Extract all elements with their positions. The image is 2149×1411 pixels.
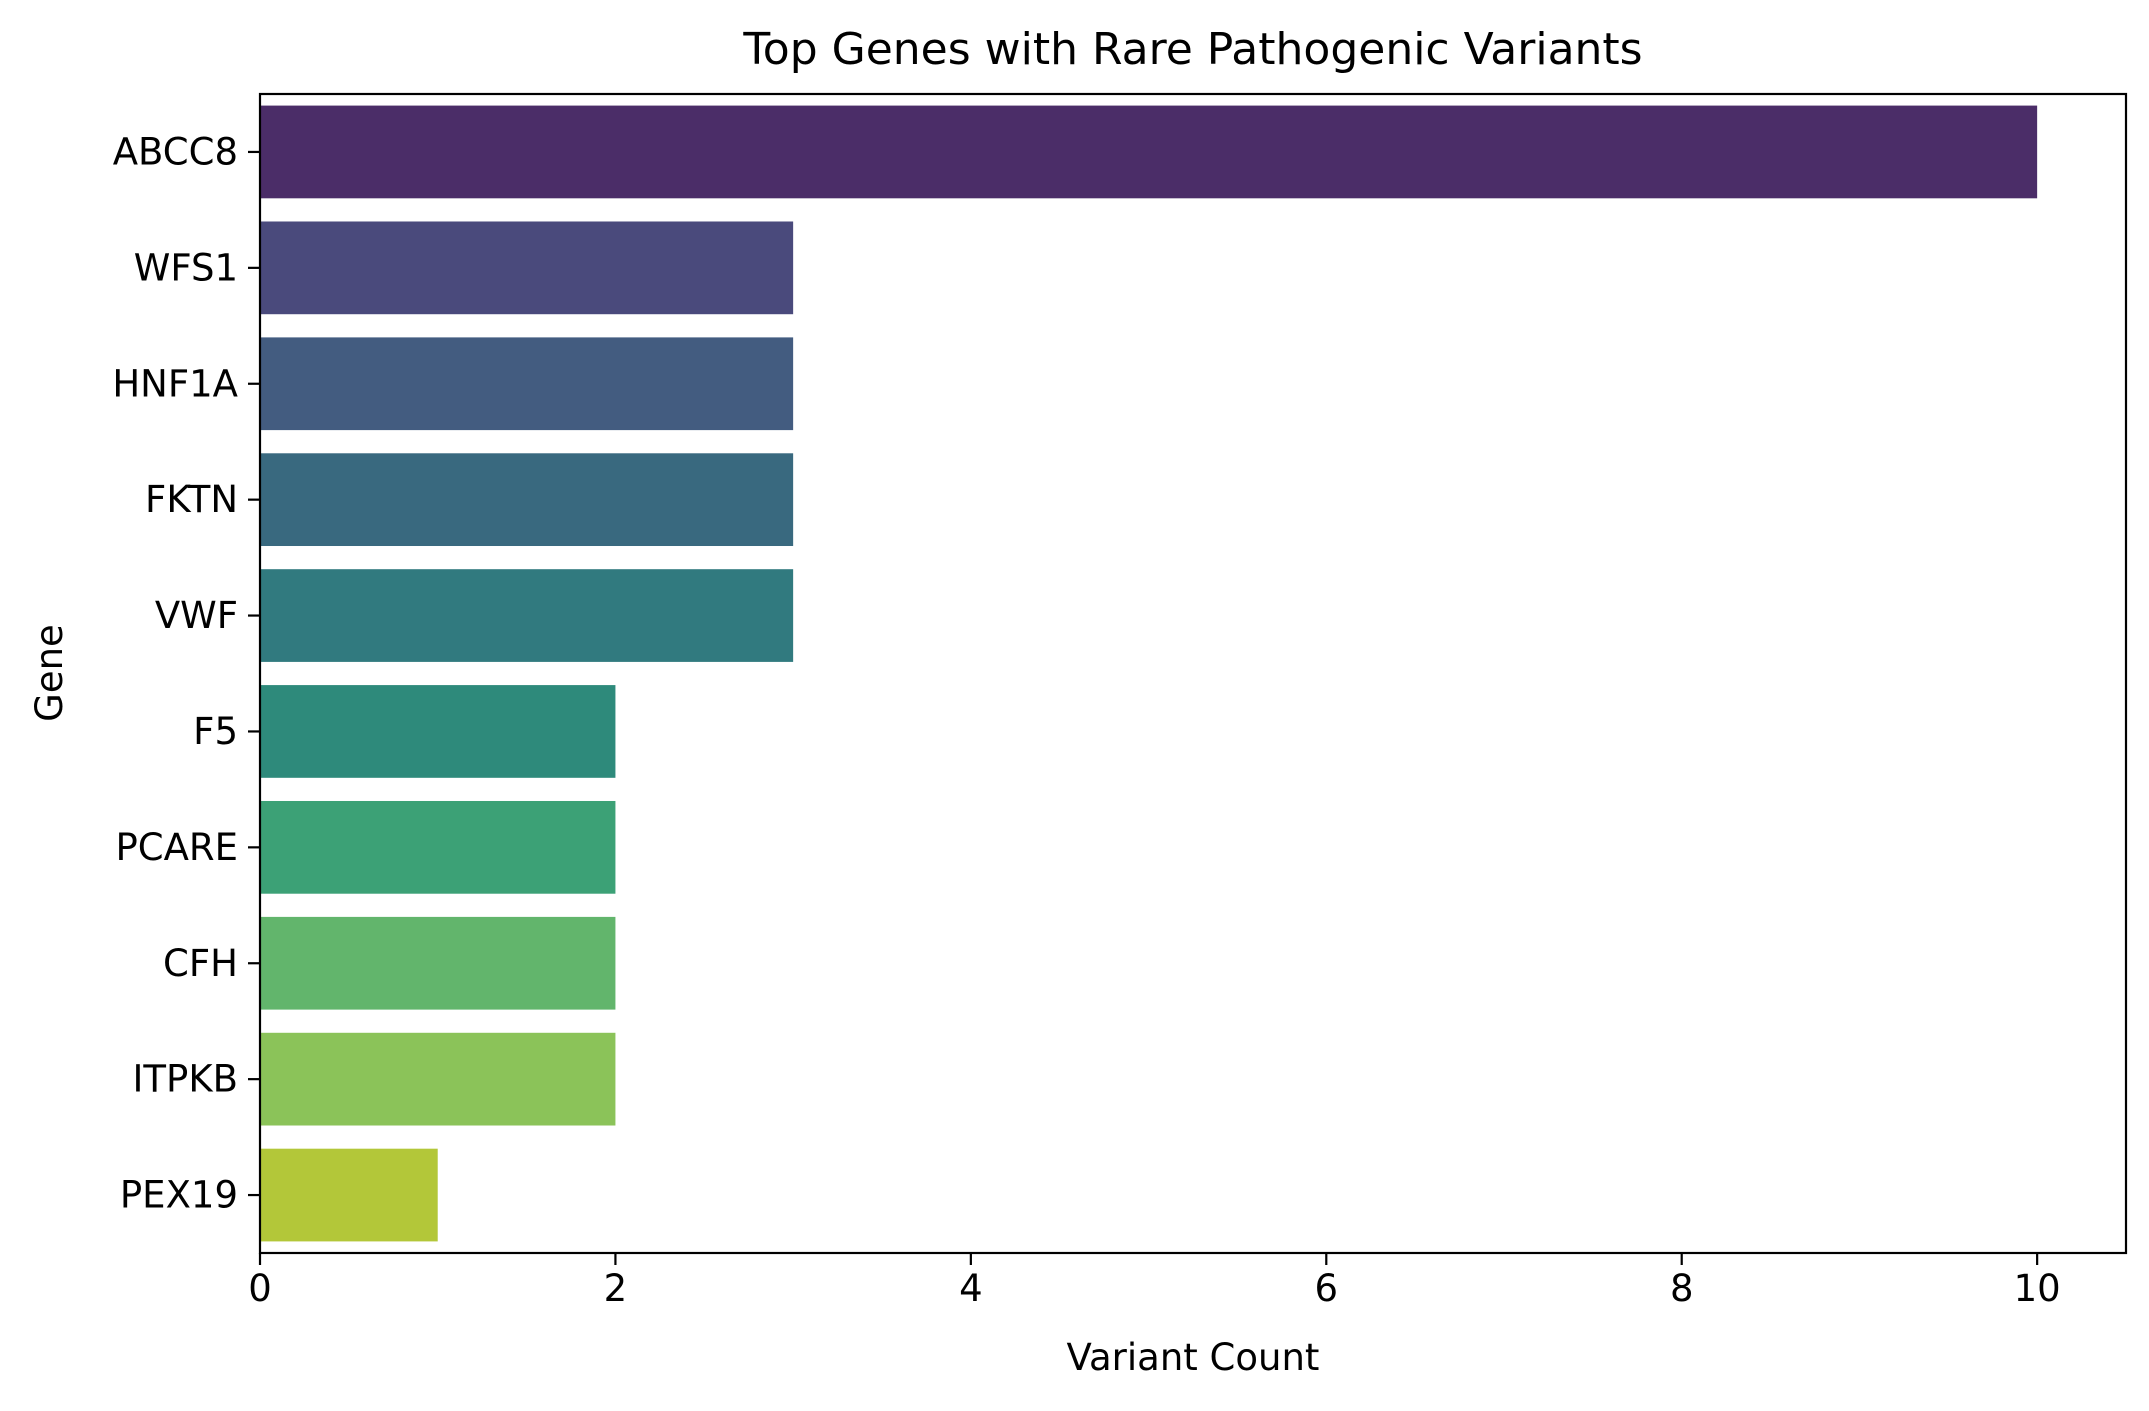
y-axis-label: Gene	[28, 624, 71, 722]
bar-hnf1a	[260, 337, 794, 431]
y-tick-label: FKTN	[145, 478, 238, 521]
chart-title: Top Genes with Rare Pathogenic Variants	[742, 24, 1642, 75]
bar-cfh	[260, 916, 616, 1010]
x-tick-label: 6	[1315, 1267, 1339, 1310]
bar-fktn	[260, 453, 794, 547]
x-tick-label: 8	[1670, 1267, 1694, 1310]
y-tick-label: CFH	[163, 942, 238, 985]
y-tick-label: WFS1	[134, 246, 238, 289]
x-axis-label: Variant Count	[1067, 1336, 1320, 1379]
x-tick-label: 4	[959, 1267, 983, 1310]
y-tick-label: ITPKB	[133, 1058, 238, 1101]
bar-pex19	[260, 1148, 438, 1242]
bars-group	[260, 105, 2038, 1242]
bar-vwf	[260, 569, 794, 662]
x-tick-label: 0	[248, 1267, 272, 1310]
y-axis-ticks: ABCC8 WFS1 HNF1A FKTN VWF F5 PCARE CFH ITPKB PEX1…	[112, 130, 260, 1217]
x-tick-label: 10	[2014, 1267, 2061, 1310]
y-tick-label: PCARE	[115, 826, 238, 869]
bar-itpkb	[260, 1032, 616, 1126]
y-tick-label: ABCC8	[113, 130, 238, 173]
x-tick-label: 2	[604, 1267, 628, 1310]
y-tick-label: HNF1A	[112, 362, 238, 405]
y-tick-label: F5	[193, 710, 238, 753]
bar-wfs1	[260, 221, 794, 315]
bar-pcare	[260, 800, 616, 894]
plot-frame	[258, 92, 2128, 1255]
bar-abcc8	[260, 105, 2038, 199]
y-tick-label: PEX19	[120, 1174, 238, 1217]
x-axis-ticks: 0 2 4 6 8 10	[248, 1253, 2061, 1310]
bar-f5	[260, 685, 616, 778]
y-tick-label: VWF	[155, 594, 238, 637]
